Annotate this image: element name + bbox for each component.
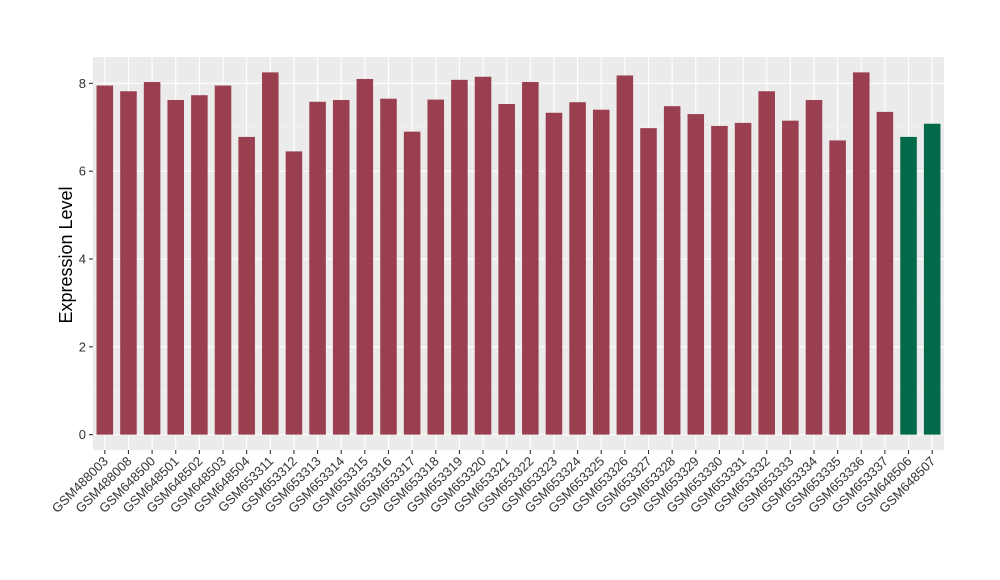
- bar-GSM653337: [876, 111, 894, 435]
- y-axis-title: Expression Level: [56, 186, 76, 323]
- y-tick-label: 6: [79, 164, 86, 179]
- bar-GSM648507: [923, 123, 941, 435]
- bar-GSM488003: [96, 85, 114, 435]
- bar-GSM653326: [616, 75, 634, 435]
- bar-GSM648506: [900, 136, 917, 435]
- bar-GSM653330: [711, 125, 728, 435]
- bar-GSM653322: [522, 82, 539, 435]
- bar-GSM653315: [356, 78, 374, 435]
- y-tick-label: 4: [79, 251, 86, 266]
- bar-GSM653334: [805, 100, 823, 435]
- bars: [96, 72, 941, 435]
- bar-GSM653318: [427, 99, 445, 435]
- bar-GSM653323: [545, 112, 563, 435]
- bar-GSM653325: [592, 109, 610, 435]
- bar-GSM648500: [143, 82, 161, 435]
- y-tick-label: 0: [79, 427, 86, 442]
- bar-GSM648504: [238, 136, 255, 435]
- y-tick-label: 2: [79, 339, 86, 354]
- bar-GSM653316: [380, 98, 397, 435]
- bar-GSM653314: [332, 100, 350, 435]
- bar-GSM653312: [285, 151, 303, 435]
- bar-GSM653319: [451, 79, 468, 435]
- bar-GSM653335: [829, 140, 846, 435]
- bar-GSM653321: [498, 103, 515, 435]
- bar-GSM653333: [782, 120, 799, 435]
- bar-GSM488008: [120, 91, 137, 435]
- bar-GSM653328: [663, 106, 681, 435]
- bar-GSM653336: [852, 72, 870, 435]
- bar-GSM653320: [474, 76, 492, 435]
- plot-panel: [93, 57, 944, 450]
- bar-GSM653317: [403, 131, 421, 435]
- bar-GSM653331: [734, 122, 752, 435]
- bar-GSM653332: [758, 91, 775, 435]
- bar-GSM653313: [309, 101, 326, 435]
- bar-GSM653311: [262, 72, 279, 435]
- y-tick-label: 8: [79, 76, 86, 91]
- bar-GSM653329: [687, 114, 705, 435]
- bar-GSM648501: [167, 100, 185, 435]
- bar-GSM648503: [214, 85, 232, 435]
- x-axis: GSM488003GSM488008GSM648500GSM648501GSM6…: [49, 450, 938, 516]
- bar-GSM648502: [191, 95, 208, 435]
- y-axis: 0 2 4 6 8: [79, 76, 93, 442]
- bar-GSM653324: [569, 102, 586, 435]
- bar-GSM653327: [640, 128, 657, 435]
